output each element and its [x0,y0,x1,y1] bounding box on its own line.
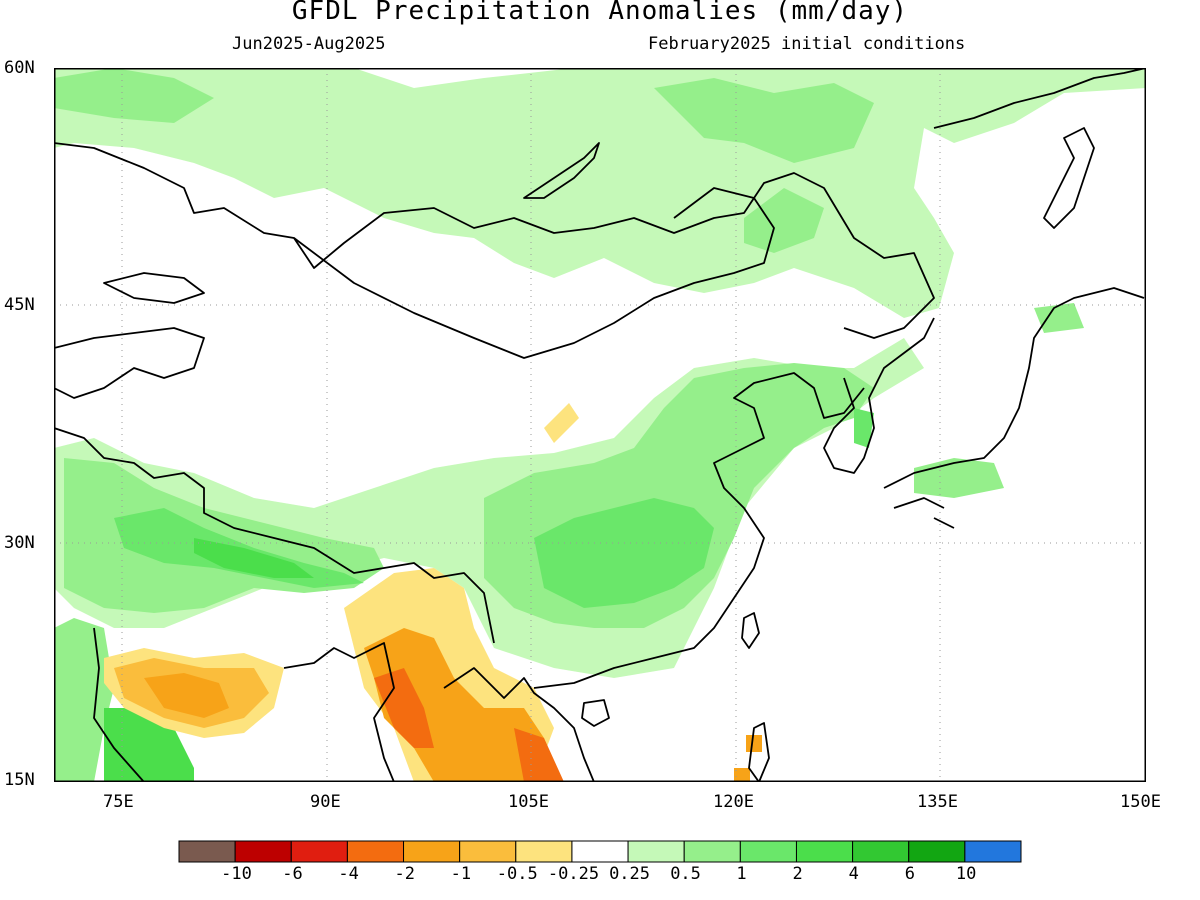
colorbar-label-7: 0.25 [609,864,651,884]
lon-label-150e: 150E [1120,792,1161,812]
taiwan-coast [741,612,760,649]
grid [54,68,1146,782]
southern-india-green-region [54,618,114,782]
colorbar-swatch-12 [852,840,910,863]
india-dry-dark-orange-region [144,673,229,718]
hainan-coast [581,699,610,727]
kazakh-border [54,327,205,399]
colorbar-swatch-14 [964,840,1022,863]
colorbar-label-10: 2 [792,864,803,884]
colorbar-label-13: 10 [955,864,977,884]
mongolia-border [293,187,775,359]
lat-label-30n: 30N [4,533,35,553]
colorbar-swatch-4 [403,840,461,863]
okhotsk-coast [933,68,1146,129]
lon-label-75e: 75E [103,792,134,812]
colorbar-label-1: -6 [282,864,303,884]
colorbar-label-0: -10 [221,864,252,884]
northern-border [54,142,935,339]
map-title: GFDL Precipitation Anomalies (mm/day) [291,0,909,26]
colorbar-swatch-10 [739,840,797,863]
north-green-patches [54,68,874,253]
china-coast [533,372,865,689]
colorbar-label-4: -1 [450,864,472,884]
north-light-green-region [54,68,1146,318]
nepal-bright-green-region [194,538,314,578]
colorbar-swatch-6 [515,840,573,863]
colorbar-swatch-11 [795,840,854,863]
colorbar-label-2: -4 [338,864,359,884]
anomaly-fill [54,68,1146,782]
colorbar-swatch-1 [234,840,292,863]
colorbar-swatch-0 [178,840,236,863]
coastlines-borders [54,68,1146,782]
colorbar-swatch-7 [571,840,629,863]
colorbar-swatch-9 [683,840,741,863]
colorbar-swatch-13 [908,840,966,863]
season-label: Jun2025-Aug2025 [232,34,386,54]
japan-green-patches [914,303,1084,498]
lon-label-135e: 135E [917,792,958,812]
colorbar-label-9: 1 [736,864,747,884]
lon-label-105e: 105E [508,792,549,812]
colorbar-label-3: -2 [394,864,416,884]
north-china-yellow-spot [544,403,579,443]
colorbar-label-12: 6 [904,864,915,884]
korea-coast [823,317,935,474]
lon-label-90e: 90E [310,792,341,812]
south-asia-coast [93,627,145,782]
lat-label-60n: 60N [4,58,35,78]
colorbar-label-6: -0.25 [547,864,600,884]
china-west-border [54,427,495,644]
colorbar-label-11: 4 [848,864,859,884]
colorbar-label-5: -0.5 [496,864,538,884]
taiwan-orange-spot [734,735,762,782]
colorbar-label-8: 0.5 [670,864,701,884]
lake-baikal [523,142,600,199]
japan-coast [883,287,1145,529]
china-mid-green-region [534,408,874,608]
initial-conditions-label: February2025 initial conditions [648,34,966,54]
colorbar [178,840,1022,863]
colorbar-swatch-5 [459,840,517,863]
lon-label-120e: 120E [713,792,754,812]
colorbar-swatch-8 [627,840,685,863]
precipitation-map [54,68,1146,782]
colorbar-swatch-3 [346,840,405,863]
sakhalin-coast [1043,127,1095,229]
bay-of-bengal-coast [283,642,395,782]
caspian-coast [103,272,205,304]
lat-label-45n: 45N [4,295,35,315]
indochina-coast [443,667,595,782]
lat-label-15n: 15N [4,770,35,790]
philippines-coast [748,722,770,782]
map-frame [54,68,1146,782]
colorbar-swatch-2 [290,840,348,863]
